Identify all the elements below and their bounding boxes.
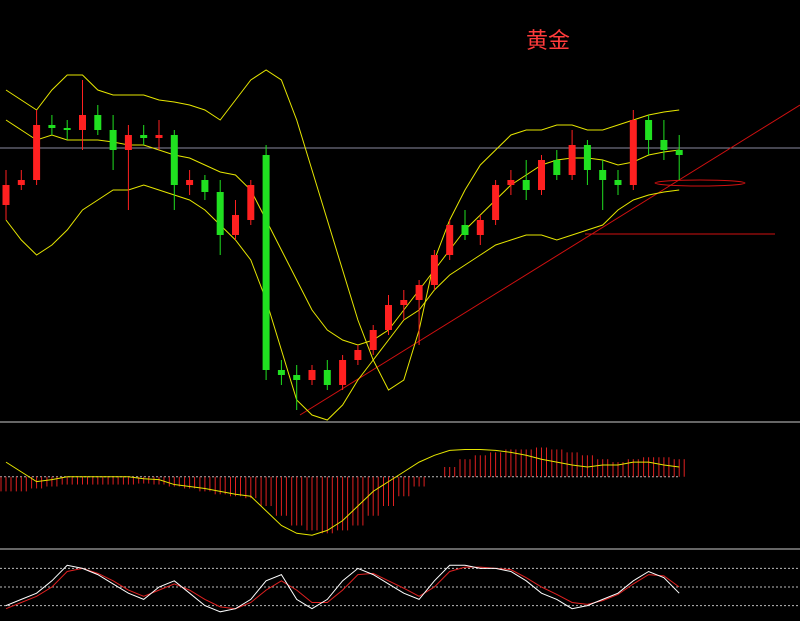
candle-body xyxy=(94,115,102,130)
candle-body xyxy=(430,255,438,285)
candle-body xyxy=(522,180,530,190)
candle-body xyxy=(369,330,377,350)
candle-body xyxy=(476,220,484,235)
candle-body xyxy=(170,135,178,185)
candle-body xyxy=(568,145,576,175)
candle-body xyxy=(507,180,515,185)
candle-body xyxy=(216,192,224,235)
trend-line xyxy=(299,104,800,416)
d-line xyxy=(5,566,680,610)
candle-body xyxy=(277,370,285,375)
candle-body xyxy=(262,155,270,370)
candle-body xyxy=(109,130,117,150)
candle-body xyxy=(247,185,255,220)
chart-title: 黄金 xyxy=(526,29,570,54)
candle-body xyxy=(675,150,683,155)
candle-body xyxy=(599,170,607,180)
band-line xyxy=(5,119,680,346)
k-line xyxy=(5,564,680,613)
candle-body xyxy=(645,120,653,140)
candle-body xyxy=(33,125,41,180)
candle-body xyxy=(48,125,56,128)
candle-body xyxy=(155,135,163,138)
candle-body xyxy=(186,180,194,185)
candle-body xyxy=(385,305,392,330)
candle-body xyxy=(293,375,301,380)
annotation xyxy=(654,179,746,187)
candle-body xyxy=(461,225,469,235)
candle-body xyxy=(79,115,86,130)
candle-body xyxy=(140,135,148,138)
candle-body xyxy=(232,215,239,235)
candle-body xyxy=(583,145,591,170)
candle-body xyxy=(446,225,454,255)
candle-body xyxy=(17,180,25,185)
candle-body xyxy=(614,180,622,185)
candle-body xyxy=(354,350,362,360)
candle-body xyxy=(400,300,408,305)
candle-body xyxy=(629,120,637,185)
candle-body xyxy=(492,185,500,220)
candle-body xyxy=(339,360,347,385)
candle-body xyxy=(415,285,423,300)
band-line xyxy=(5,69,680,391)
candle-body xyxy=(538,160,545,190)
candle-body xyxy=(124,135,132,150)
macd-line xyxy=(5,448,680,536)
candle-body xyxy=(201,180,209,192)
candle-body xyxy=(2,185,10,205)
candle-body xyxy=(660,140,668,150)
band-line xyxy=(5,184,680,421)
candle-body xyxy=(308,370,316,380)
candle-body xyxy=(63,128,71,130)
candle-body xyxy=(323,370,331,385)
candle-body xyxy=(553,160,561,175)
